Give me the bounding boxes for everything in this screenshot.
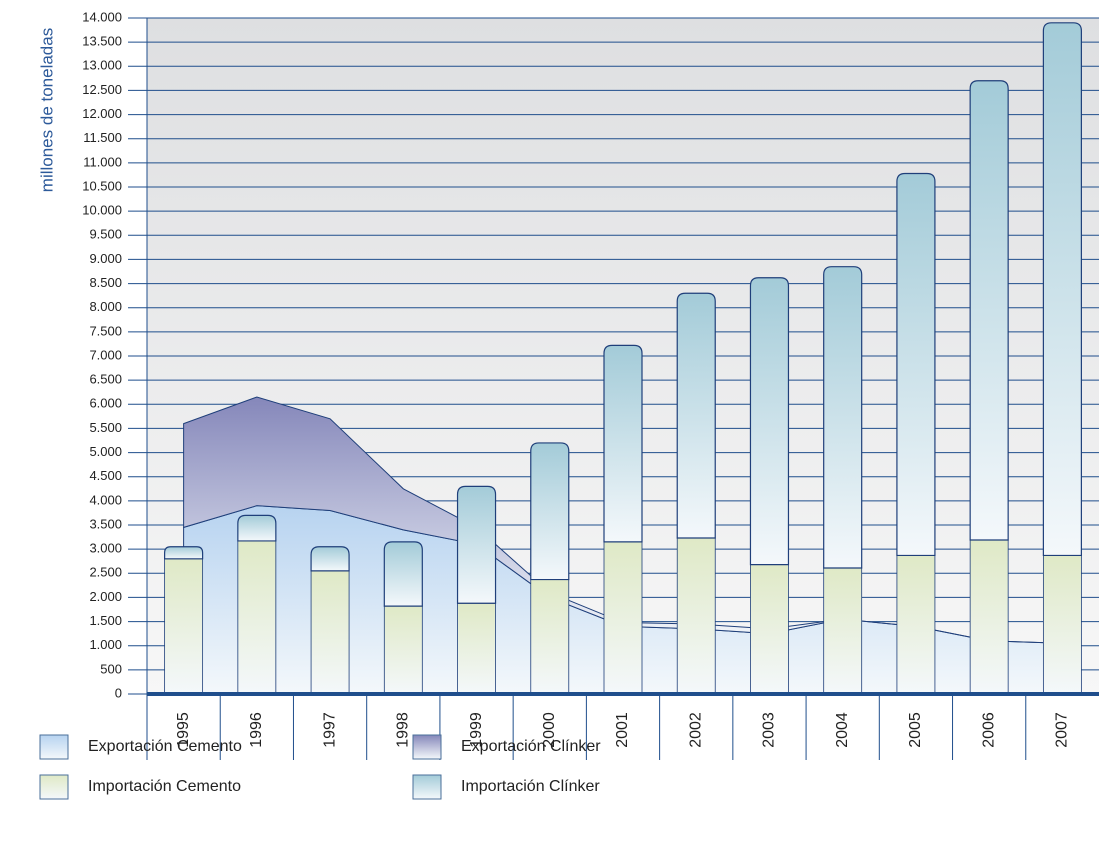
y-tick-label: 9.500 bbox=[89, 227, 122, 242]
bar bbox=[676, 537, 716, 695]
legend-swatch bbox=[39, 734, 69, 760]
x-tick-label: 2003 bbox=[761, 712, 778, 748]
bar bbox=[823, 266, 863, 569]
bar bbox=[456, 602, 496, 695]
x-tick-label: 2000 bbox=[541, 712, 558, 748]
bar bbox=[530, 578, 570, 695]
bar bbox=[164, 558, 204, 695]
x-tick-label: 2006 bbox=[980, 712, 997, 748]
bar bbox=[237, 540, 277, 695]
legend-label: Importación Cemento bbox=[88, 778, 241, 795]
y-tick-label: 6.500 bbox=[89, 372, 122, 387]
y-tick-label: 10.500 bbox=[82, 178, 122, 193]
x-tick-label: 2004 bbox=[834, 712, 851, 748]
bar bbox=[237, 514, 277, 542]
y-tick-label: 12.500 bbox=[82, 82, 122, 97]
legend-swatch bbox=[412, 734, 442, 760]
y-tick-label: 11.000 bbox=[83, 154, 122, 169]
y-tick-label: 0 bbox=[115, 685, 122, 700]
legend-swatch bbox=[412, 774, 442, 800]
x-tick-label: 1995 bbox=[175, 712, 192, 748]
bar bbox=[530, 442, 570, 581]
bar bbox=[383, 541, 423, 607]
y-tick-label: 8.000 bbox=[89, 299, 122, 314]
y-tick-label: 9.000 bbox=[89, 251, 122, 266]
y-tick-label: 2.000 bbox=[89, 589, 122, 604]
bar bbox=[969, 539, 1010, 695]
y-tick-label: 5.000 bbox=[89, 444, 122, 459]
bar bbox=[750, 564, 789, 695]
y-tick-label: 6.000 bbox=[89, 396, 122, 411]
x-tick-label: 1997 bbox=[321, 712, 338, 748]
x-tick-label: 1996 bbox=[248, 712, 265, 748]
legend-label: Exportación Cemento bbox=[88, 738, 242, 755]
bar bbox=[749, 277, 790, 566]
y-tick-label: 8.500 bbox=[89, 275, 122, 290]
bar bbox=[383, 605, 423, 695]
x-tick-label: 2005 bbox=[907, 712, 924, 748]
bar bbox=[823, 567, 863, 695]
y-tick-label: 12.000 bbox=[82, 106, 122, 121]
y-tick-label: 4.000 bbox=[89, 492, 122, 507]
y-tick-label: 4.500 bbox=[89, 468, 122, 483]
bar bbox=[310, 546, 350, 572]
bar bbox=[676, 292, 716, 539]
bar bbox=[310, 570, 350, 695]
x-tick-label: 2002 bbox=[687, 712, 704, 748]
y-tick-label: 14.000 bbox=[82, 9, 122, 24]
legend-swatch bbox=[39, 774, 69, 800]
y-tick-label: 7.500 bbox=[89, 323, 122, 338]
y-tick-label: 7.000 bbox=[89, 347, 122, 362]
bar bbox=[164, 546, 204, 560]
legend-label: Importación Clínker bbox=[461, 778, 600, 795]
y-tick-label: 1.500 bbox=[89, 613, 122, 628]
y-tick-label: 2.500 bbox=[89, 565, 122, 580]
y-tick-label: 13.500 bbox=[82, 34, 122, 49]
y-tick-label: 500 bbox=[100, 661, 122, 676]
bar bbox=[1042, 555, 1082, 695]
legend-label: Exportación Clínker bbox=[461, 738, 601, 755]
y-tick-label: 11.500 bbox=[83, 130, 122, 145]
bar bbox=[603, 344, 643, 543]
bar bbox=[1042, 22, 1082, 557]
x-tick-label: 2001 bbox=[614, 712, 631, 748]
bar bbox=[896, 172, 936, 557]
x-tick-label: 1998 bbox=[395, 712, 412, 748]
bar bbox=[896, 554, 936, 695]
y-tick-label: 13.000 bbox=[82, 58, 122, 73]
x-tick-label: 2007 bbox=[1054, 712, 1071, 748]
y-tick-label: 3.500 bbox=[89, 516, 122, 531]
y-tick-label: 10.000 bbox=[82, 203, 122, 218]
y-axis-label: millones de toneladas bbox=[37, 28, 56, 192]
bar bbox=[969, 80, 1009, 541]
bar bbox=[456, 485, 497, 604]
y-tick-label: 1.000 bbox=[89, 637, 122, 652]
y-tick-label: 5.500 bbox=[89, 420, 122, 435]
y-tick-label: 3.000 bbox=[89, 541, 122, 556]
x-tick-label: 1999 bbox=[468, 712, 485, 748]
bar bbox=[603, 541, 643, 695]
